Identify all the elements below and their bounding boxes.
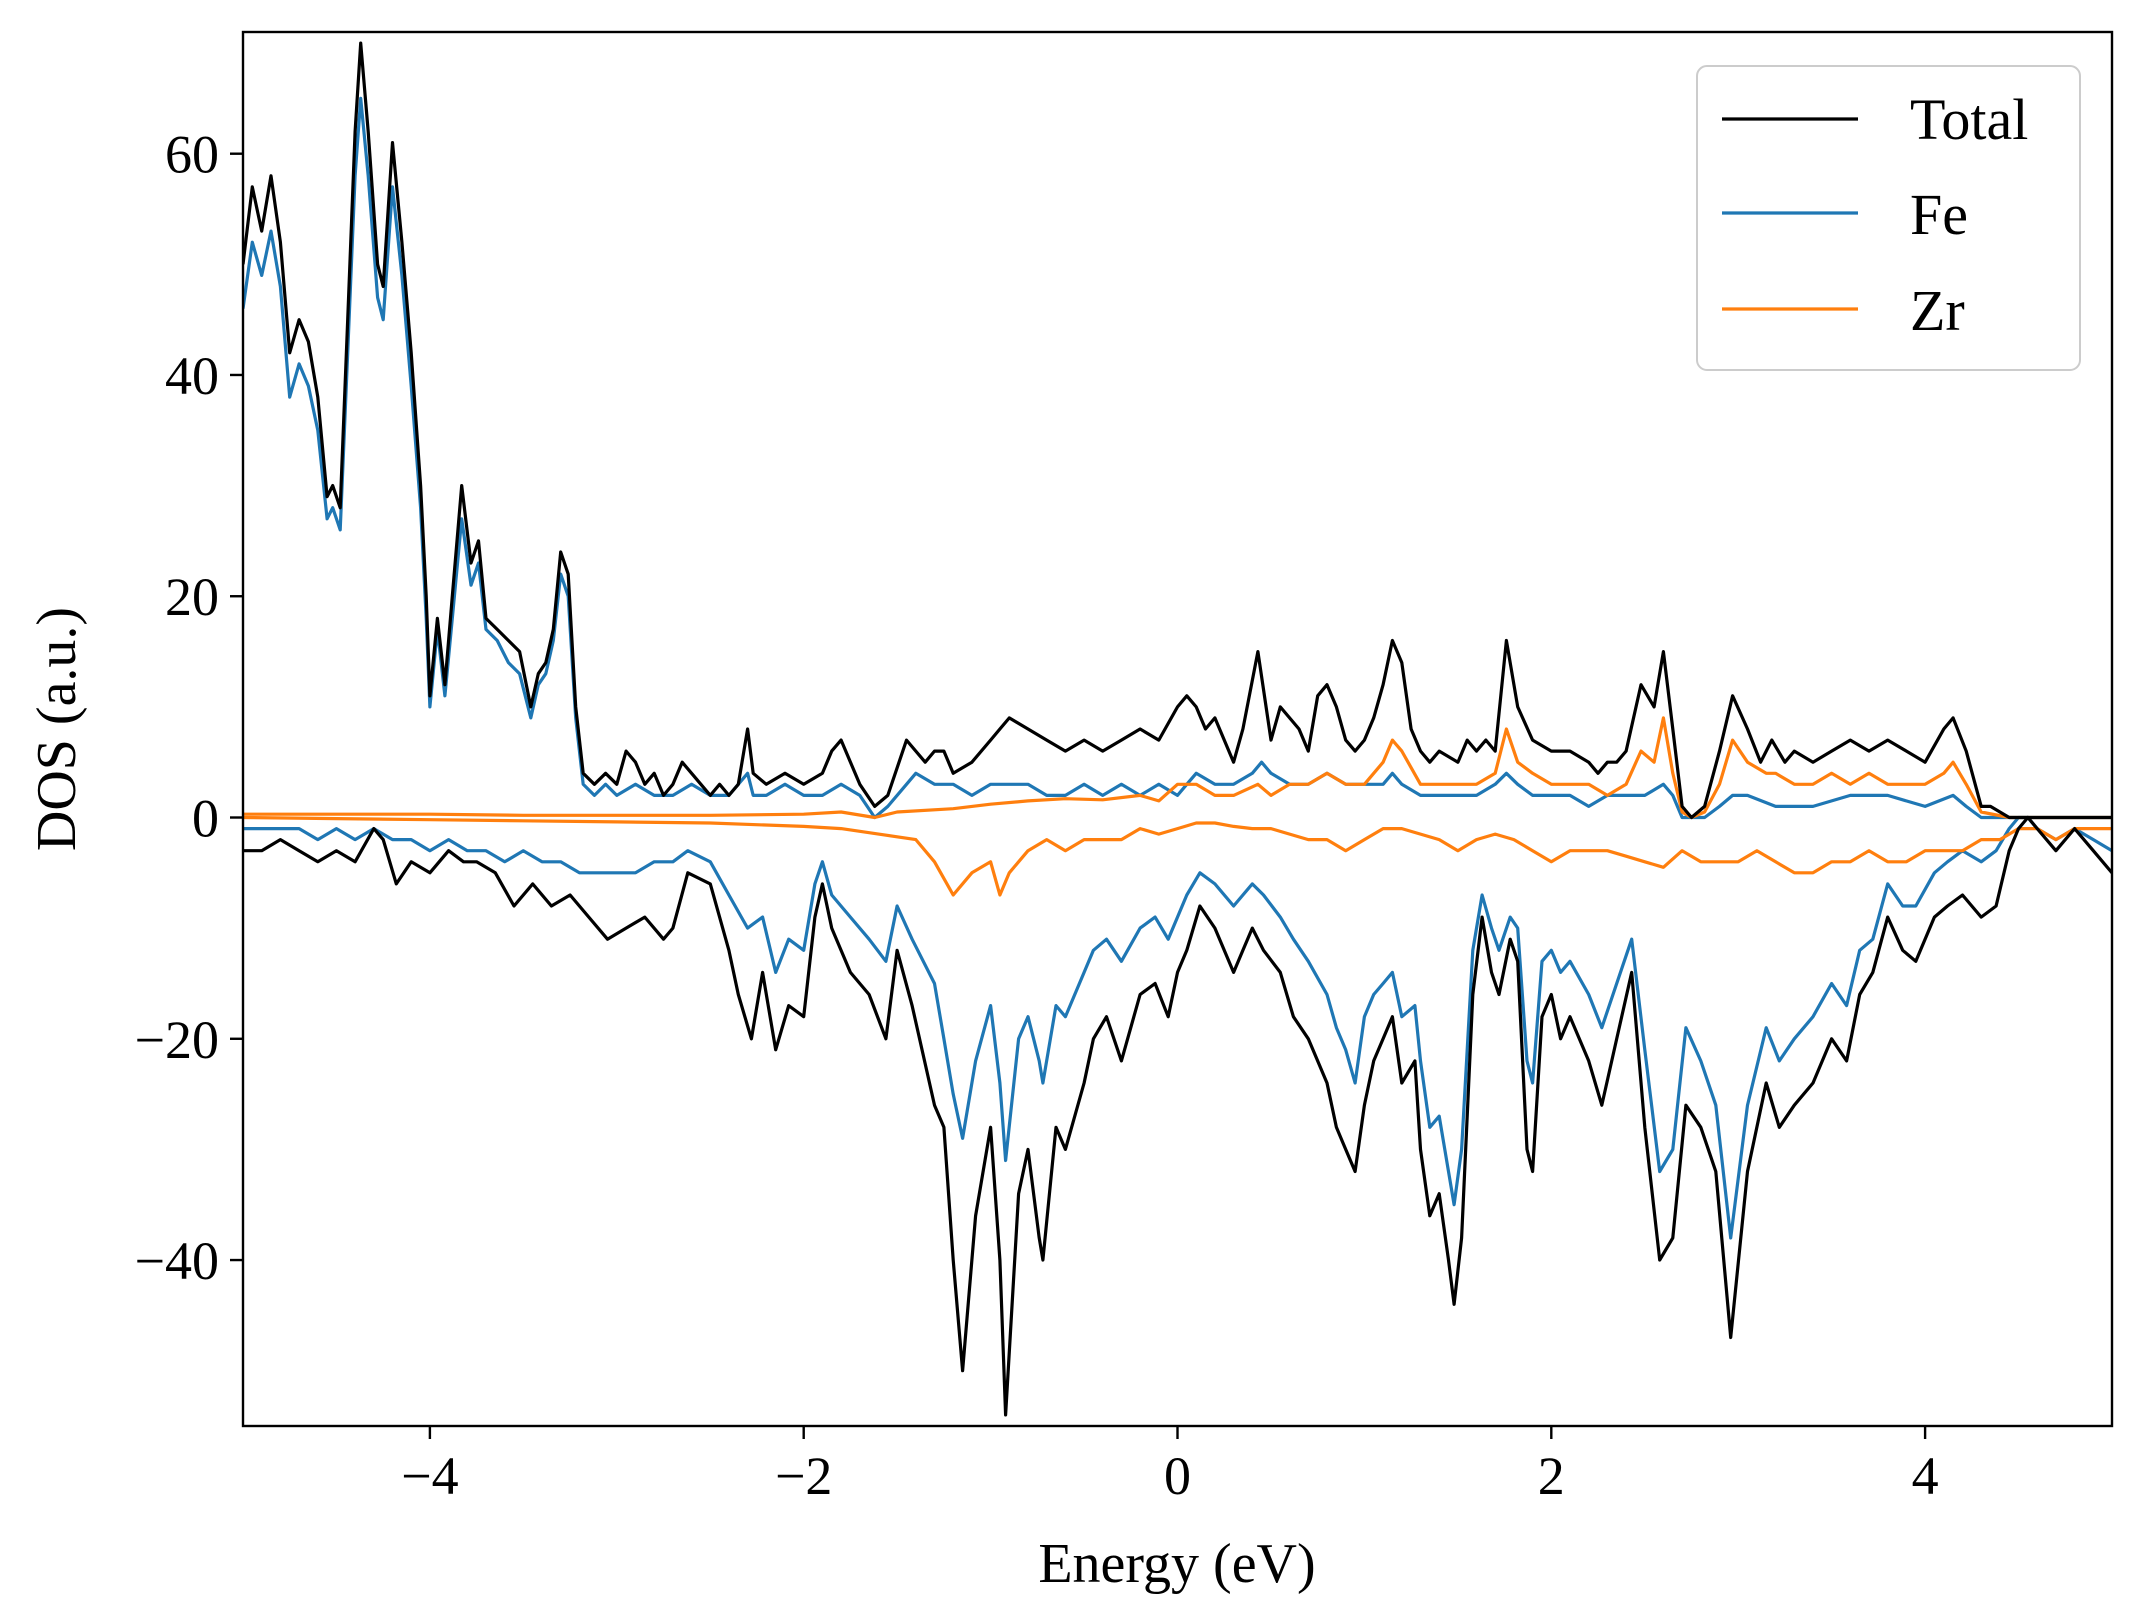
x-tick-label: −4 xyxy=(401,1446,458,1506)
series-layer xyxy=(243,41,2112,1417)
legend-label-zr: Zr xyxy=(1910,278,1965,343)
series-line-total-up xyxy=(243,41,2112,820)
y-axis-label: DOS (a.u.) xyxy=(26,607,88,851)
x-tick-label: 2 xyxy=(1538,1446,1565,1506)
legend-label-total: Total xyxy=(1910,87,2028,152)
y-tick-label: 20 xyxy=(165,567,219,627)
series-line-zr-down xyxy=(243,815,2112,897)
x-tick-label: −2 xyxy=(775,1446,832,1506)
legend: Total Fe Zr xyxy=(1696,65,2081,371)
legend-box xyxy=(1696,65,2081,371)
x-axis-label: Energy (eV) xyxy=(1038,1533,1315,1595)
y-tick-label: −40 xyxy=(135,1231,219,1291)
plot-frame xyxy=(241,30,2114,1428)
x-tick-label: 4 xyxy=(1912,1446,1939,1506)
series-line-fe-down xyxy=(243,815,2112,1240)
series-line-fe-up xyxy=(243,96,2112,820)
legend-label-fe: Fe xyxy=(1910,182,1968,247)
series-line-total-down xyxy=(243,815,2112,1417)
y-tick-label: 40 xyxy=(165,346,219,406)
y-tick-label: −20 xyxy=(135,1010,219,1070)
x-tick-label: 0 xyxy=(1164,1446,1191,1506)
series-line-zr-up xyxy=(243,716,2112,820)
y-tick-label: 0 xyxy=(192,789,219,849)
y-tick-label: 60 xyxy=(165,125,219,185)
